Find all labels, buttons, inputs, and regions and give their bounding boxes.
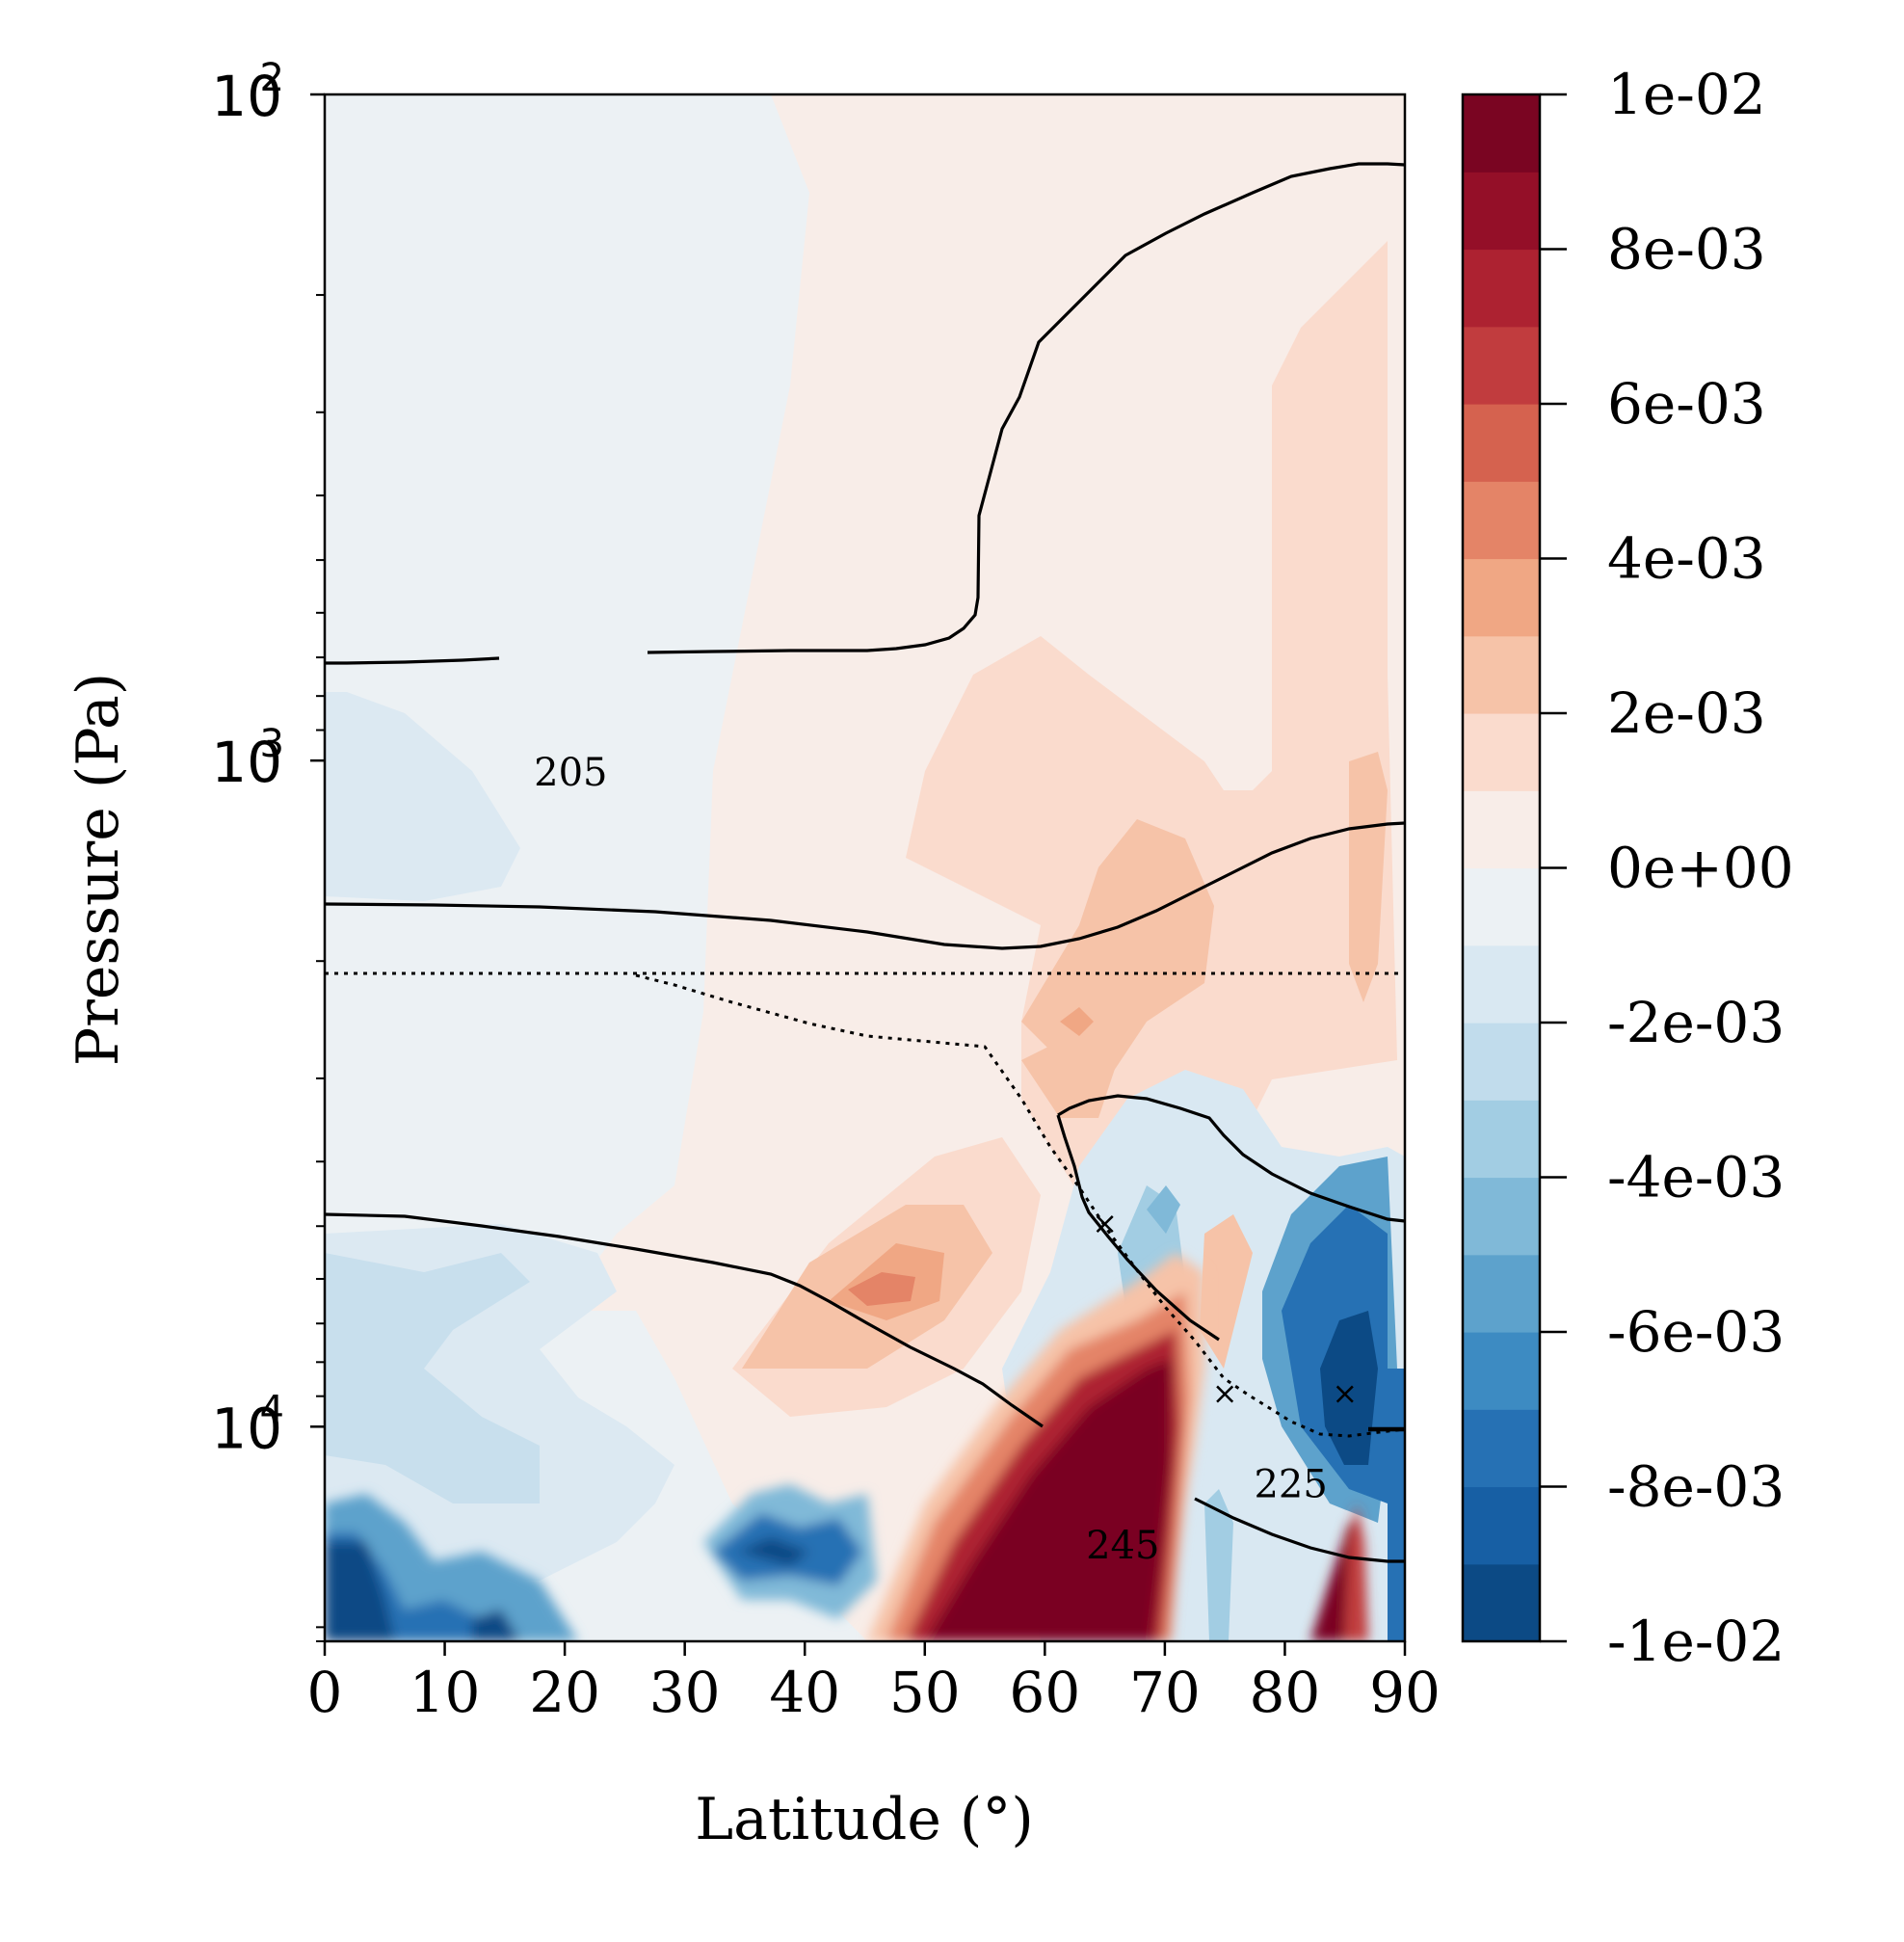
y-tick-exponent: 4	[260, 1388, 284, 1432]
colorbar-band	[1463, 1486, 1540, 1565]
colorbar-band	[1463, 326, 1540, 405]
contour-region	[1344, 1503, 1368, 1641]
contour-region	[1204, 1489, 1233, 1641]
colorbar-band	[1463, 1563, 1540, 1642]
colorbar-band	[1463, 1254, 1540, 1333]
x-tick-label: 70	[1129, 1660, 1201, 1725]
colorbar-tick-label: 8e-03	[1607, 217, 1766, 282]
contour-region	[737, 1537, 809, 1566]
colorbar-band	[1463, 1177, 1540, 1256]
x-tick-label: 30	[649, 1660, 721, 1725]
colorbar-band	[1463, 94, 1540, 173]
colorbar-band	[1463, 867, 1540, 946]
contour-region	[925, 1359, 1171, 1641]
x-tick-label: 80	[1250, 1660, 1321, 1725]
y-tick-exponent: 3	[260, 722, 284, 766]
contour-line	[325, 821, 1405, 950]
contour-line	[325, 1212, 1044, 1428]
x-tick-label: 0	[307, 1660, 343, 1725]
colorbar-band	[1463, 404, 1540, 482]
x-axis: 0 10 20 30 40 50 60 70 80 90	[307, 1641, 1441, 1725]
colorbar-tick-label: -4e-03	[1607, 1145, 1785, 1210]
contour-region	[1021, 1031, 1118, 1118]
colorbar-band	[1463, 635, 1540, 714]
colorbar-tick-label: 2e-03	[1607, 680, 1766, 746]
colorbar-tick-label: 4e-03	[1607, 526, 1766, 592]
x-axis-label: Latitude (°)	[695, 1786, 1033, 1853]
contour-label: 225	[1254, 1463, 1327, 1507]
colorbar: 1e-02 8e-03 6e-03 4e-03 2e-03 0e+00 -2e-03 -4e-…	[1461, 62, 1794, 1674]
x-tick-label: 60	[1009, 1660, 1080, 1725]
colorbar-tick-label: 1e-02	[1607, 62, 1766, 127]
x-tick-label: 90	[1369, 1660, 1441, 1725]
contour-label: 245	[1086, 1524, 1159, 1568]
contour-region	[1147, 1185, 1180, 1234]
x-tick-label: 40	[769, 1660, 840, 1725]
markers: × × ×	[1092, 1205, 1358, 1411]
contour-line	[1056, 1114, 1220, 1342]
contour-region	[325, 692, 520, 901]
contour-region	[1349, 752, 1388, 1002]
colorbar-band	[1463, 172, 1540, 251]
colorbar-band	[1463, 713, 1540, 791]
colorbar-tick-label: 0e+00	[1607, 836, 1794, 901]
colorbar-tick-label: -8e-03	[1607, 1454, 1785, 1520]
colorbar-band	[1463, 1100, 1540, 1179]
y-tick-exponent: 2	[260, 56, 284, 100]
colorbar-band	[1463, 790, 1540, 869]
contour-lines	[325, 162, 1405, 1563]
x-tick-label: 10	[410, 1660, 481, 1725]
y-axis-label: Pressure (Pa)	[65, 673, 132, 1066]
contour-line	[647, 162, 1405, 654]
colorbar-band	[1463, 558, 1540, 637]
contour-region	[906, 241, 1397, 1214]
marker: ×	[1212, 1374, 1238, 1411]
contour-region	[1388, 1369, 1405, 1641]
contour-labels: 205 225 245	[534, 751, 1328, 1568]
contour-region	[1200, 1214, 1253, 1369]
y-tick-label: 10	[211, 64, 282, 129]
contour-region	[325, 1542, 395, 1641]
colorbar-band	[1463, 1332, 1540, 1410]
y-tick-label: 10	[211, 1396, 282, 1461]
contour-line	[325, 656, 500, 665]
filled-contour-field	[325, 94, 1405, 1641]
contour-line	[1194, 1497, 1405, 1563]
x-tick-label: 20	[529, 1660, 600, 1725]
contour-label: 205	[534, 751, 607, 795]
colorbar-band	[1463, 1409, 1540, 1488]
contour-region	[1060, 1007, 1094, 1036]
contour-region	[848, 1272, 915, 1306]
dotted-lines	[325, 971, 1405, 1438]
marker: ×	[1092, 1205, 1118, 1241]
contour-line	[1057, 1094, 1405, 1223]
colorbar-tick-label: -2e-03	[1607, 990, 1785, 1055]
colorbar-tick-label: 6e-03	[1607, 371, 1766, 437]
colorbar-band	[1463, 944, 1540, 1024]
y-tick-label: 10	[211, 730, 282, 795]
colorbar-band	[1463, 481, 1540, 560]
x-tick-label: 50	[889, 1660, 961, 1725]
colorbar-band	[1463, 1023, 1540, 1101]
colorbar-tick-label: -1e-02	[1607, 1609, 1785, 1674]
contour-region	[1320, 1311, 1378, 1465]
contour-region	[325, 1253, 540, 1503]
marker: ×	[1332, 1374, 1358, 1411]
colorbar-band	[1463, 249, 1540, 328]
colorbar-tick-label: -6e-03	[1607, 1299, 1785, 1365]
plot-frame	[323, 93, 1407, 1643]
contour-region	[472, 1609, 520, 1641]
